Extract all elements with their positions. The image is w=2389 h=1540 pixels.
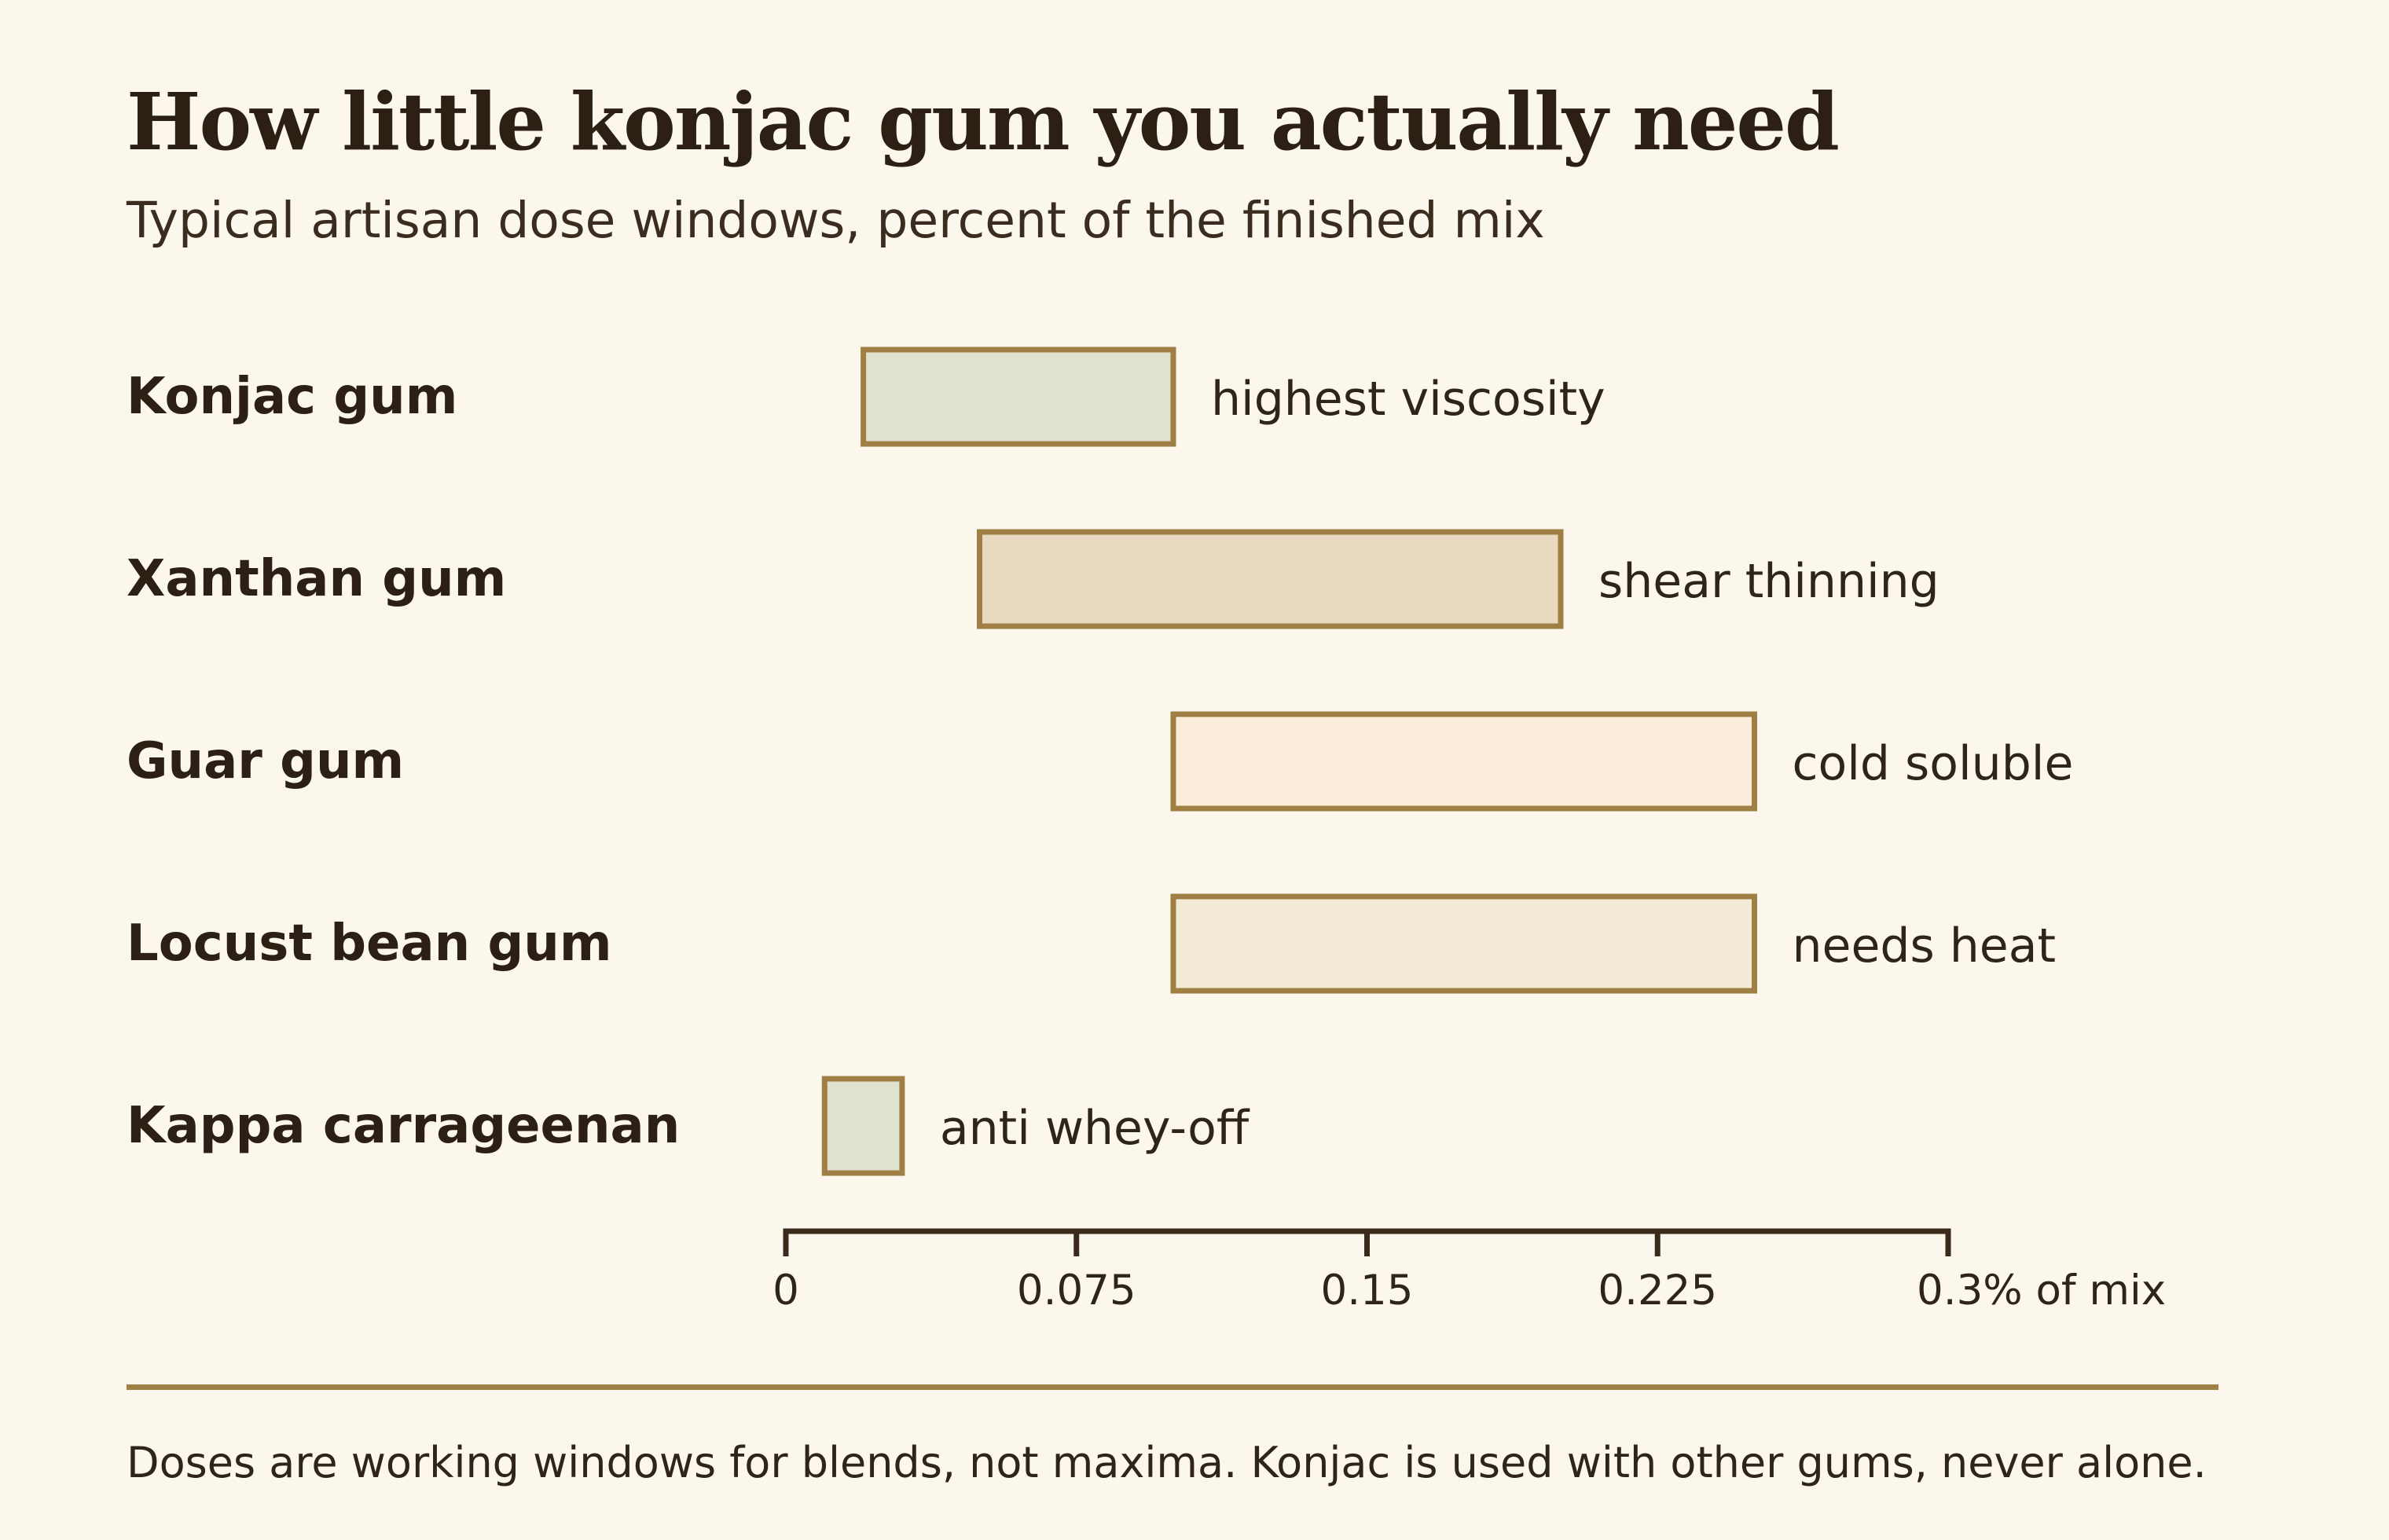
bar-note-konjac-gum: highest viscosity: [1211, 372, 1606, 427]
chart-title: How little konjac gum you actually need: [127, 75, 1840, 168]
dose-window-chart: Konjac gum highest viscosity Xanthan gum sh…: [127, 346, 2166, 1314]
footer-divider: [127, 1384, 2218, 1390]
bar-note-xanthan-gum: shear thinning: [1598, 554, 1939, 609]
range-bar-kappa-carrageenan: [821, 1076, 905, 1176]
bar-note-kappa-carrageenan: anti whey-off: [940, 1101, 1250, 1156]
x-tick-label: 0: [772, 1267, 799, 1314]
x-tick-label: 0.075: [1017, 1267, 1136, 1314]
bar-note-guar-gum: cold soluble: [1793, 736, 2074, 791]
category-label-konjac-gum: Konjac gum: [127, 368, 457, 426]
bar-note-locust-bean-gum: needs heat: [1793, 918, 2057, 974]
x-tick-label: 0.3% of mix: [1917, 1267, 2166, 1314]
x-tick-label: 0.15: [1320, 1267, 1413, 1314]
footnote: Doses are working windows for blends, no…: [127, 1438, 2207, 1487]
x-tick-label: 0.225: [1598, 1267, 1717, 1314]
range-bar-locust-bean-gum: [1170, 893, 1757, 994]
category-label-guar-gum: Guar gum: [127, 732, 404, 790]
chart-subtitle: Typical artisan dose windows, percent of…: [127, 192, 1545, 249]
category-label-kappa-carrageenan: Kappa carrageenan: [127, 1097, 680, 1155]
category-label-locust-bean-gum: Locust bean gum: [127, 915, 612, 973]
range-bar-xanthan-gum: [977, 529, 1564, 629]
range-bar-konjac-gum: [861, 346, 1176, 447]
category-label-xanthan-gum: Xanthan gum: [127, 550, 506, 608]
range-bar-guar-gum: [1170, 711, 1757, 812]
